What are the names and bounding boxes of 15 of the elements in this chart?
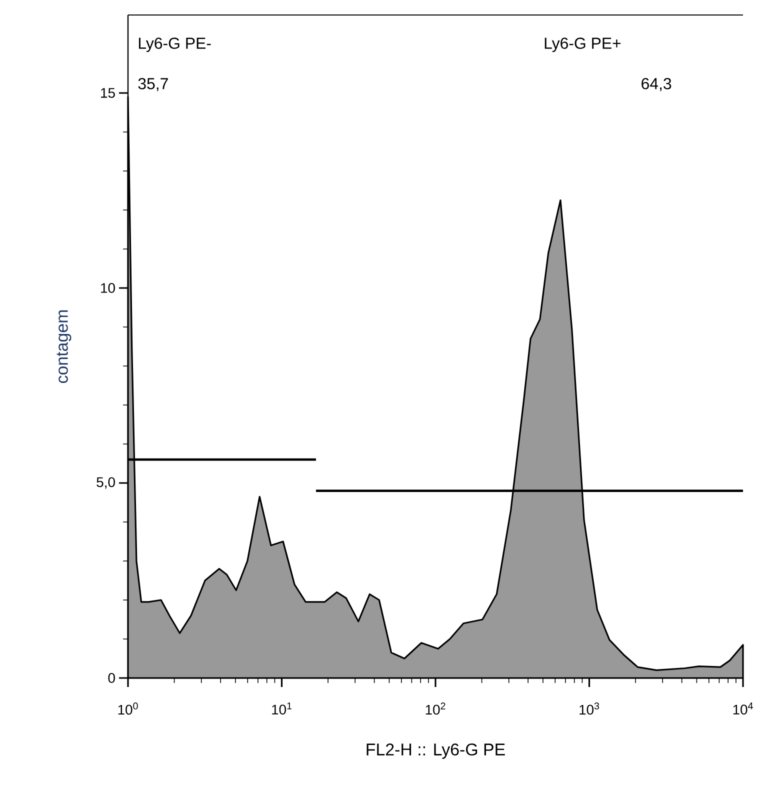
annotation: 35,7 [138,78,168,92]
x-tick-label: 10$^{2}$ [426,702,446,715]
annotation: Ly6-G PE- [138,38,211,52]
y-tick-label: 0 [108,673,115,683]
y-axis-title: contagem [56,310,72,383]
y-tick-label: 5,0 [96,477,115,489]
x-tick-label: 10$^{3}$ [580,702,600,715]
annotation: Ly6-G PE+ [544,38,621,52]
annotation: 64,3 [642,78,672,92]
y-tick-label: 15 [101,88,115,98]
x-axis-title: FL2-H :: Ly6-G PE [366,744,505,759]
y-tick-label: 10 [101,283,115,293]
x-tick-label: 10$^{1}$ [272,702,292,715]
x-tick-label: 10$^{0}$ [118,702,138,715]
x-tick-label: 10$^{4}$ [733,702,753,715]
